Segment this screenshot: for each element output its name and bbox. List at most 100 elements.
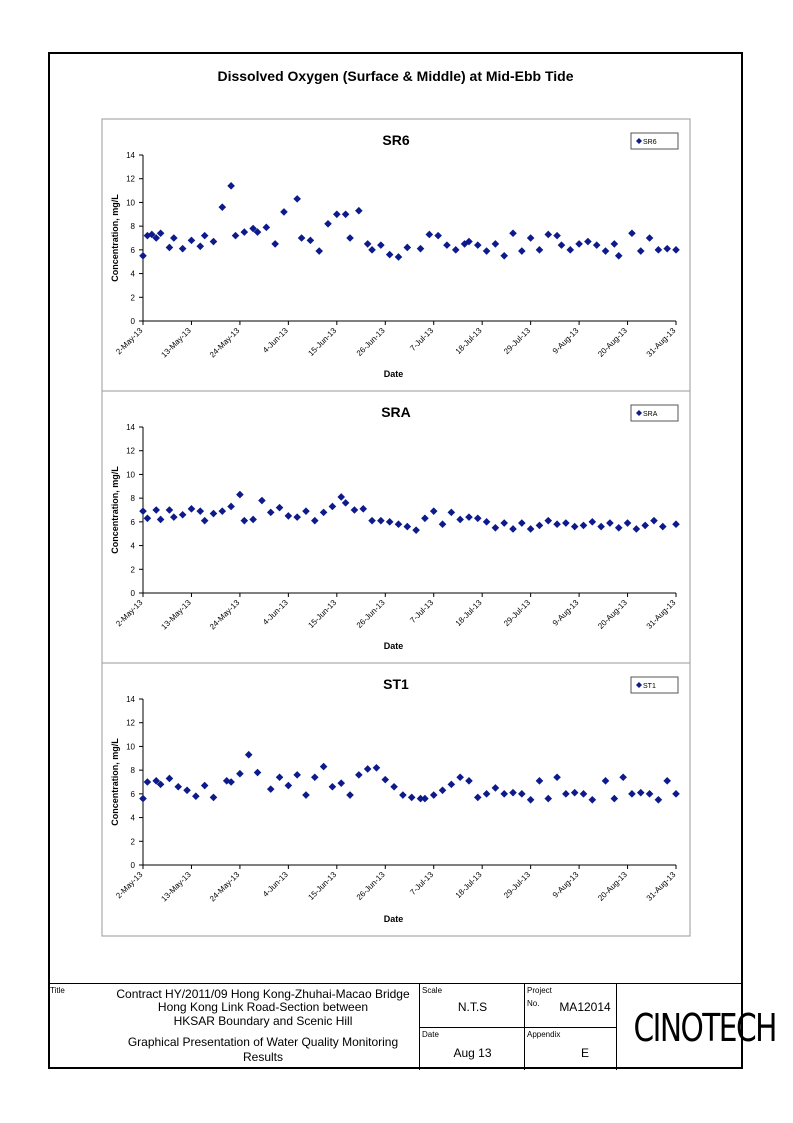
data-point <box>139 251 147 260</box>
data-point <box>355 206 363 215</box>
data-point <box>359 505 368 513</box>
data-point <box>544 516 553 525</box>
data-point <box>200 516 209 525</box>
legend-box <box>630 132 679 150</box>
y-axis-label: Concentration, mg/L <box>110 194 120 282</box>
y-tick-label: 10 <box>126 470 135 479</box>
y-tick-label: 8 <box>131 766 136 775</box>
scale-value: N.T.S <box>457 1000 488 1014</box>
data-point <box>438 520 447 529</box>
data-point <box>451 246 460 254</box>
x-axis-label: Date <box>384 641 404 651</box>
data-point <box>416 794 425 803</box>
legend-marker <box>636 410 642 416</box>
data-point <box>663 777 671 785</box>
legend-marker <box>636 682 642 688</box>
project-appendix-cell: Project No. MA12014 Appendix E <box>525 984 617 1070</box>
data-point <box>526 795 535 804</box>
data-point <box>293 771 301 779</box>
data-point <box>293 195 301 203</box>
data-point <box>143 778 152 786</box>
data-point <box>658 522 667 531</box>
data-point <box>385 518 394 526</box>
data-point <box>544 794 553 803</box>
data-point <box>178 510 187 519</box>
y-tick-label: 14 <box>126 151 135 160</box>
data-point <box>535 777 544 785</box>
data-point <box>275 773 284 782</box>
x-axis-label: Date <box>384 914 404 924</box>
data-point <box>650 516 658 525</box>
data-point <box>584 237 592 246</box>
data-point <box>227 778 235 786</box>
data-point <box>284 781 293 790</box>
data-point <box>394 253 403 261</box>
data-point <box>346 234 354 242</box>
data-point <box>315 247 323 255</box>
appendix-value: E <box>580 1046 589 1060</box>
data-point <box>390 782 398 791</box>
data-point <box>491 784 500 792</box>
legend-marker <box>636 138 642 144</box>
data-point <box>249 515 257 524</box>
data-point <box>293 513 301 521</box>
data-point <box>156 780 165 789</box>
data-point <box>429 791 438 799</box>
title-line-1: Contract HY/2011/09 Hong Kong-Zhuhai-Mac… <box>116 987 410 1001</box>
data-point <box>174 782 183 791</box>
data-point <box>416 244 425 253</box>
data-point <box>465 777 473 785</box>
data-point <box>368 516 376 525</box>
data-point <box>355 771 363 779</box>
appendix-label: Appendix <box>527 1030 561 1039</box>
data-point <box>636 247 645 255</box>
chart-title: SR6 <box>382 132 409 148</box>
data-point <box>399 791 407 799</box>
y-tick-label: 0 <box>131 317 136 326</box>
legend-box <box>630 676 679 694</box>
data-point <box>218 203 227 211</box>
data-point <box>407 793 416 802</box>
data-point <box>579 521 588 530</box>
data-point <box>253 228 262 236</box>
y-axis-label: Concentration, mg/L <box>110 466 120 554</box>
data-point <box>482 790 491 798</box>
data-point <box>302 791 310 799</box>
project-no-value: MA12014 <box>559 1000 611 1014</box>
y-tick-label: 4 <box>131 542 136 551</box>
data-point <box>575 240 583 248</box>
data-point <box>394 520 403 529</box>
data-point <box>491 240 500 248</box>
data-point <box>200 231 209 240</box>
data-point <box>363 240 372 248</box>
x-axis-label: Date <box>384 369 404 379</box>
data-point <box>381 775 390 784</box>
date-value: Aug 13 <box>453 1046 492 1060</box>
chart-area-border <box>101 118 691 392</box>
data-point <box>377 241 385 249</box>
data-point <box>641 521 649 530</box>
subtitle-line-2: Results <box>242 1050 283 1064</box>
data-point <box>170 234 178 242</box>
data-point <box>465 237 473 246</box>
data-point <box>385 250 394 259</box>
data-point <box>500 790 509 798</box>
data-point <box>266 508 275 517</box>
cinotech-logo: CINOTECH <box>633 1006 778 1050</box>
data-point <box>654 246 663 254</box>
data-point <box>341 210 350 219</box>
legend-label: SRA <box>643 411 658 418</box>
data-point <box>672 790 680 798</box>
data-point <box>588 518 597 526</box>
data-point <box>178 244 187 253</box>
data-point <box>333 210 341 219</box>
data-point <box>482 518 491 526</box>
data-point <box>570 788 579 797</box>
data-point <box>236 769 244 778</box>
y-tick-label: 6 <box>131 246 136 255</box>
data-point <box>143 514 152 523</box>
y-tick-label: 6 <box>131 518 136 527</box>
data-point <box>601 777 610 785</box>
y-tick-label: 2 <box>131 293 136 302</box>
